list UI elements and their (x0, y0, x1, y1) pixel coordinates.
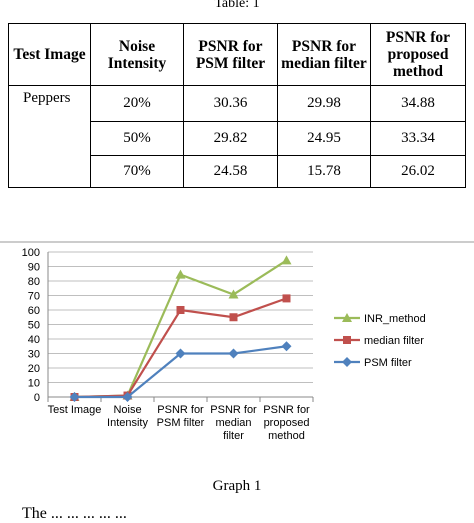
graph-caption: Graph 1 (0, 478, 474, 495)
cell-median: 15.78 (278, 156, 371, 188)
x-tick-label: PSNR for median filter (210, 404, 257, 442)
psnr-line-chart: 0 10 20 30 40 50 60 70 80 90 100 Test Image Noise Int… (0, 212, 474, 474)
x-tick-label-line: Noise (113, 404, 141, 416)
header-test-image: Test Image (9, 24, 91, 86)
header-psnr-proposed: PSNR for proposed method (371, 24, 466, 86)
data-point-square (283, 294, 291, 302)
cell-image-name: Peppers (9, 86, 91, 188)
x-tick-label-line: Intensity (107, 417, 148, 429)
header-psnr-median: PSNR for median filter (278, 24, 371, 86)
header-psnr-psm: PSNR for PSM filter (184, 24, 278, 86)
y-tick-label: 40 (28, 334, 40, 346)
data-point-square (177, 306, 185, 314)
x-tick-label-line: proposed (264, 417, 310, 429)
y-tick-label: 50 (28, 320, 40, 332)
x-tick-label-line: PSNR for (157, 404, 204, 416)
y-tick-label: 20 (28, 363, 40, 375)
x-tick-label-line: Test Image (48, 404, 102, 416)
cell-proposed: 26.02 (371, 156, 466, 188)
x-tick-label-line: method (268, 430, 305, 442)
chart-axes: 0 10 20 30 40 50 60 70 80 90 100 Test Image Noise Int… (22, 247, 313, 442)
cell-median: 29.98 (278, 86, 371, 122)
results-table: Test Image Noise Intensity PSNR for PSM … (8, 23, 466, 188)
x-tick-label-line: PSNR for (263, 404, 310, 416)
x-tick-label: PSNR for PSM filter (157, 404, 205, 429)
cell-noise: 20% (91, 86, 184, 122)
data-point-square (230, 313, 238, 321)
y-tick-label: 100 (22, 247, 40, 259)
table-caption: Table: 1 (0, 0, 474, 11)
x-tick-label-line: PSNR for (210, 404, 257, 416)
table-row: Peppers 20% 30.36 29.98 34.88 (9, 86, 466, 122)
data-point-diamond (342, 357, 352, 367)
x-tick-label: Test Image (48, 404, 102, 416)
x-tick-label-line: PSM filter (157, 417, 205, 429)
x-tick-label-line: median (215, 417, 251, 429)
data-point-triangle (176, 270, 186, 279)
legend-label: median filter (364, 335, 424, 347)
y-tick-label: 0 (34, 392, 40, 404)
chart-series (70, 255, 292, 402)
y-tick-label: 60 (28, 305, 40, 317)
header-noise-intensity: Noise Intensity (91, 24, 184, 86)
data-point-square (343, 336, 351, 344)
table-header-row: Test Image Noise Intensity PSNR for PSM … (9, 24, 466, 86)
y-tick-label: 10 (28, 378, 40, 390)
y-tick-label: 80 (28, 276, 40, 288)
data-point-diamond (229, 349, 239, 359)
cell-median: 24.95 (278, 122, 371, 156)
cell-psm: 29.82 (184, 122, 278, 156)
cell-psm: 30.36 (184, 86, 278, 122)
x-tick-label: Noise Intensity (107, 404, 148, 429)
legend-label: INR_method (364, 313, 426, 325)
data-point-triangle (282, 255, 292, 264)
cell-proposed: 34.88 (371, 86, 466, 122)
y-tick-label: 90 (28, 262, 40, 274)
body-text-fragment: The ... ... ... ... ... (22, 505, 127, 523)
data-point-diamond (282, 341, 292, 351)
cell-noise: 50% (91, 122, 184, 156)
cell-proposed: 33.34 (371, 122, 466, 156)
y-tick-label: 70 (28, 291, 40, 303)
cell-psm: 24.58 (184, 156, 278, 188)
y-tick-label: 30 (28, 349, 40, 361)
x-tick-label-line: filter (223, 430, 244, 442)
cell-noise: 70% (91, 156, 184, 188)
legend-label: PSM filter (364, 357, 412, 369)
x-tick-label: PSNR for proposed method (263, 404, 310, 442)
